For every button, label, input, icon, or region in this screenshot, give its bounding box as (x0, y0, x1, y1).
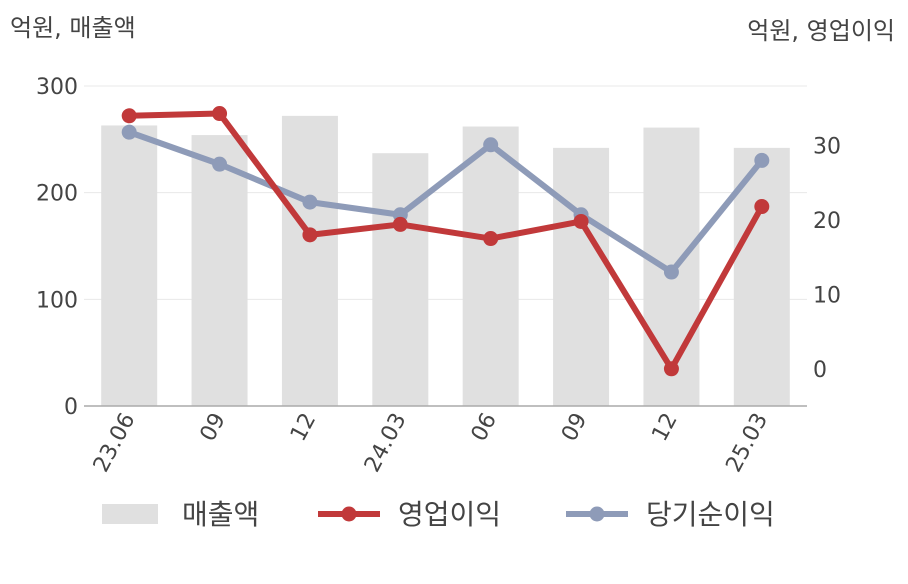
legend-label: 영업이익 (398, 498, 501, 531)
x-tick-label: 06 (467, 409, 502, 445)
legend-swatch (102, 504, 158, 524)
bar (372, 153, 429, 406)
data-point (663, 264, 679, 280)
left-tick-label: 100 (36, 288, 78, 313)
data-point (302, 227, 318, 243)
left-tick-label: 200 (36, 182, 78, 207)
bar (191, 135, 248, 407)
right-axis-unit: 억원, 영업이익 (747, 17, 895, 45)
x-tick-label: 25.03 (721, 409, 773, 476)
data-point (754, 152, 770, 168)
data-point (212, 106, 228, 122)
legend: 매출액 영업이익 당기순이익 (102, 498, 775, 531)
series-line (126, 129, 765, 276)
data-point (573, 213, 589, 229)
data-point (302, 194, 318, 210)
data-point (483, 137, 499, 153)
line-series (121, 106, 770, 377)
right-tick-label: 20 (813, 209, 841, 234)
data-point (392, 216, 408, 232)
series-line (126, 110, 765, 372)
left-axis-unit: 억원, 매출액 (10, 14, 136, 42)
right-tick-label: 0 (813, 358, 827, 383)
bar (101, 125, 158, 406)
x-tick-label: 12 (648, 409, 683, 445)
x-tick-label: 12 (286, 409, 321, 445)
x-tick-label: 24.03 (360, 409, 412, 476)
right-tick-label: 30 (813, 135, 841, 160)
bar (462, 126, 519, 407)
data-point (663, 361, 679, 377)
left-tick-label: 300 (36, 75, 78, 100)
axis-labels: 억원, 매출액 억원, 영업이익 (10, 14, 895, 45)
x-tick-label: 09 (557, 409, 592, 445)
left-tick-label: 0 (64, 395, 78, 420)
x-tick-label: 09 (196, 409, 231, 445)
legend-label: 당기순이익 (646, 498, 775, 531)
bar (733, 147, 790, 406)
data-point (121, 108, 137, 124)
legend-marker (341, 506, 357, 522)
data-point (212, 156, 228, 172)
legend-label: 매출액 (182, 498, 259, 531)
data-point (121, 124, 137, 140)
data-point (483, 231, 499, 247)
x-tick-label: 23.06 (89, 409, 141, 476)
data-point (754, 199, 770, 215)
bar (553, 147, 610, 406)
bar (281, 115, 338, 406)
bar-series (101, 115, 790, 407)
legend-marker (589, 506, 605, 522)
right-tick-label: 10 (813, 283, 841, 308)
